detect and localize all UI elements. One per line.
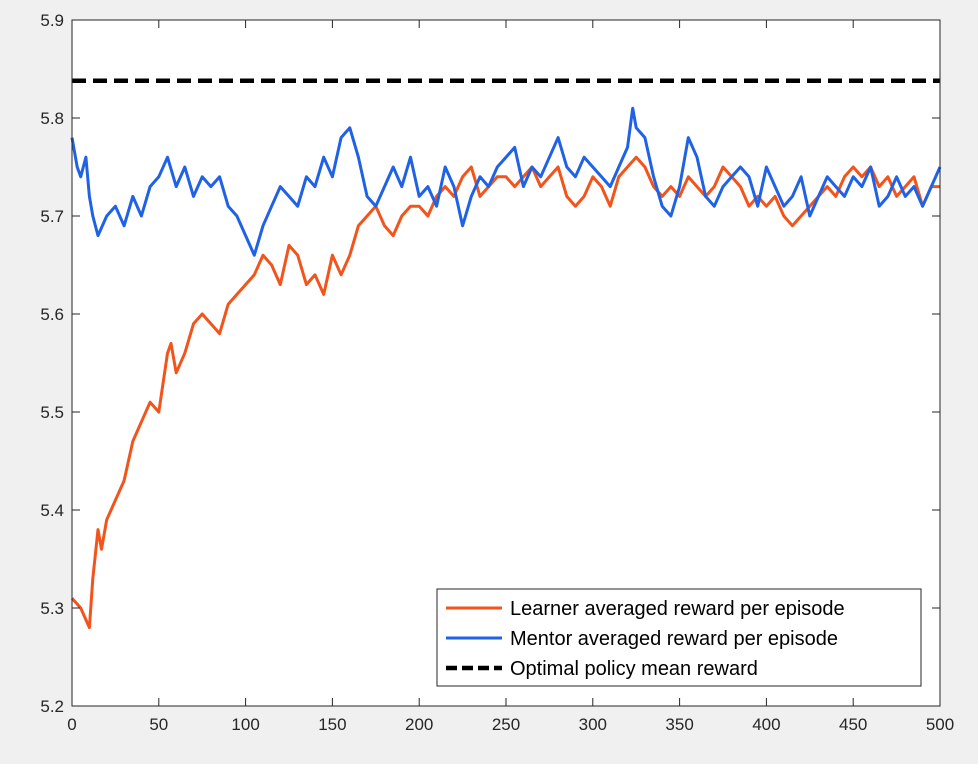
series-line-learner-averaged-reward-per-episode: [70, 155, 940, 630]
series-layer: [70, 78, 942, 630]
plot-box: [71, 19, 941, 707]
legend-label-learner-averaged-reward-per-episode: Learner averaged reward per episode: [510, 598, 845, 620]
legend-label-mentor-averaged-reward-per-episode: Mentor averaged reward per episode: [510, 628, 838, 650]
y-tick-label: 5.2: [40, 697, 64, 716]
legend: Learner averaged reward per episode Mento…: [436, 588, 922, 687]
y-tick-label: 5.9: [40, 11, 64, 30]
x-tick-label: 350: [665, 715, 693, 734]
y-tick-label: 5.3: [40, 599, 64, 618]
x-tick-label: 50: [149, 715, 168, 734]
x-tick-label: 250: [492, 715, 520, 734]
x-tick-label: 400: [752, 715, 780, 734]
ticks-layer: 0 50 100 150 200 250 300 350 400 450 500 5.2 5.3 5.4 5…: [40, 11, 954, 734]
x-tick-label: 500: [926, 715, 954, 734]
x-tick-label: 0: [67, 715, 76, 734]
x-tick-label: 200: [405, 715, 433, 734]
legend-label-optimal-policy-mean-reward: Optimal policy mean reward: [510, 658, 758, 680]
x-tick-label: 150: [318, 715, 346, 734]
x-tick-label: 100: [231, 715, 259, 734]
series-line-mentor-averaged-reward-per-episode: [70, 106, 942, 257]
y-tick-label: 5.7: [40, 207, 64, 226]
y-tick-label: 5.5: [40, 403, 64, 422]
y-tick-label: 5.8: [40, 109, 64, 128]
y-tick-label: 5.4: [40, 501, 64, 520]
legend-box: [436, 588, 922, 687]
y-tick-label: 5.6: [40, 305, 64, 324]
x-tick-label: 300: [579, 715, 607, 734]
x-tick-label: 450: [839, 715, 867, 734]
